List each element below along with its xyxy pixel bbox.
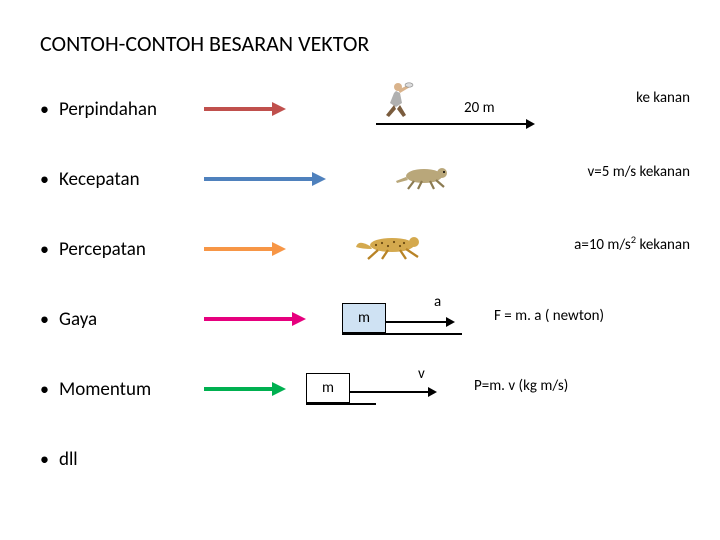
label-perpindahan: Perpindahan: [59, 98, 204, 121]
color-arrow-kecepatan: [204, 172, 326, 186]
cheetah-icon: [356, 229, 428, 263]
label-gaya: Gaya: [59, 308, 204, 331]
row-percepatan: • Percepatan a=10 m/s2 kekanan: [40, 225, 680, 273]
row-dll: • dll: [40, 435, 680, 483]
illus-perpindahan: 20 m ke kanan: [286, 85, 680, 133]
mass-box-label: m: [358, 309, 370, 327]
velocity-arrow: [350, 387, 437, 397]
label-dll: dll: [59, 448, 204, 471]
row-perpindahan: • Perpindahan 20 m ke kanan: [40, 85, 680, 133]
bullet: •: [40, 308, 49, 330]
bullet: •: [40, 168, 49, 190]
illus-momentum: m v P=m. v (kg m/s): [286, 365, 680, 413]
note-perpindahan: ke kanan: [636, 89, 690, 107]
bullet: •: [40, 448, 49, 470]
bullet: •: [40, 98, 49, 120]
bullet: •: [40, 378, 49, 400]
illus-kecepatan: v=5 m/s kekanan: [326, 155, 680, 203]
formula-gaya: F = m. a ( newton): [494, 307, 604, 325]
ground-line-gaya: [342, 333, 462, 335]
runner-icon: [376, 81, 414, 121]
color-arrow-perpindahan: [204, 102, 286, 116]
note-percepatan: a=10 m/s2 kekanan: [574, 233, 690, 254]
label-kecepatan: Kecepatan: [59, 168, 204, 191]
overlabel-momentum: v: [418, 365, 425, 383]
mass-box-gaya: m: [342, 303, 386, 333]
label-percepatan: Percepatan: [59, 238, 204, 261]
row-momentum: • Momentum m v P=m. v (kg m/s): [40, 365, 680, 413]
mass-box-label: m: [322, 379, 334, 397]
dog-icon: [394, 161, 454, 191]
page-title: CONTOH-CONTOH BESARAN VEKTOR: [40, 30, 680, 57]
formula-momentum: P=m. v (kg m/s): [474, 377, 568, 395]
distance-arrow: [376, 119, 535, 129]
ground-line-momentum: [306, 403, 376, 405]
illus-gaya: m a F = m. a ( newton): [306, 295, 680, 343]
label-momentum: Momentum: [59, 378, 204, 401]
bullet: •: [40, 238, 49, 260]
color-arrow-gaya: [204, 312, 306, 326]
note-kecepatan: v=5 m/s kekanan: [588, 163, 690, 181]
distance-label: 20 m: [464, 99, 495, 117]
row-gaya: • Gaya m a F = m. a ( newton): [40, 295, 680, 343]
mass-box-momentum: m: [306, 373, 350, 403]
color-arrow-momentum: [204, 382, 286, 396]
accel-arrow: [386, 317, 455, 327]
illus-percepatan: a=10 m/s2 kekanan: [286, 225, 680, 273]
overlabel-gaya: a: [434, 293, 441, 311]
color-arrow-percepatan: [204, 242, 286, 256]
row-kecepatan: • Kecepatan v=5 m/s kekanan: [40, 155, 680, 203]
